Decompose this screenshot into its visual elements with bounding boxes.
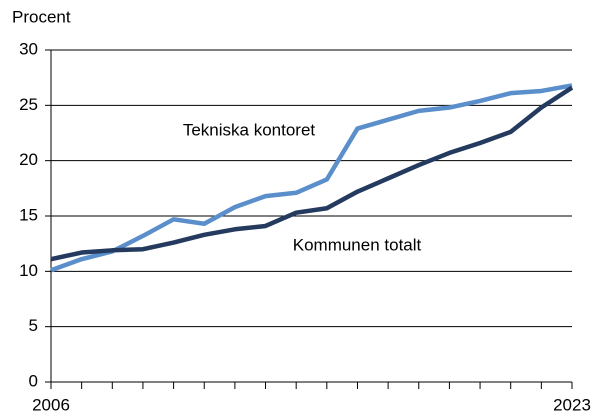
- y-tick-label: 30: [19, 39, 38, 58]
- series-line: [50, 85, 574, 262]
- series-label: Tekniska kontoret: [183, 120, 316, 139]
- y-tick-label: 20: [19, 150, 38, 169]
- y-tick-label: 0: [29, 371, 38, 390]
- y-tick-label: 10: [19, 261, 38, 280]
- y-axis-label: Procent: [12, 7, 71, 26]
- series-line: [50, 83, 573, 273]
- x-tick-label: 2023: [553, 395, 591, 414]
- y-tick-label: 25: [19, 95, 38, 114]
- y-tick-label: 5: [29, 316, 38, 335]
- y-tick-label: 15: [19, 205, 38, 224]
- x-tick-label: 2006: [32, 395, 70, 414]
- series-label: Kommunen totalt: [293, 235, 422, 254]
